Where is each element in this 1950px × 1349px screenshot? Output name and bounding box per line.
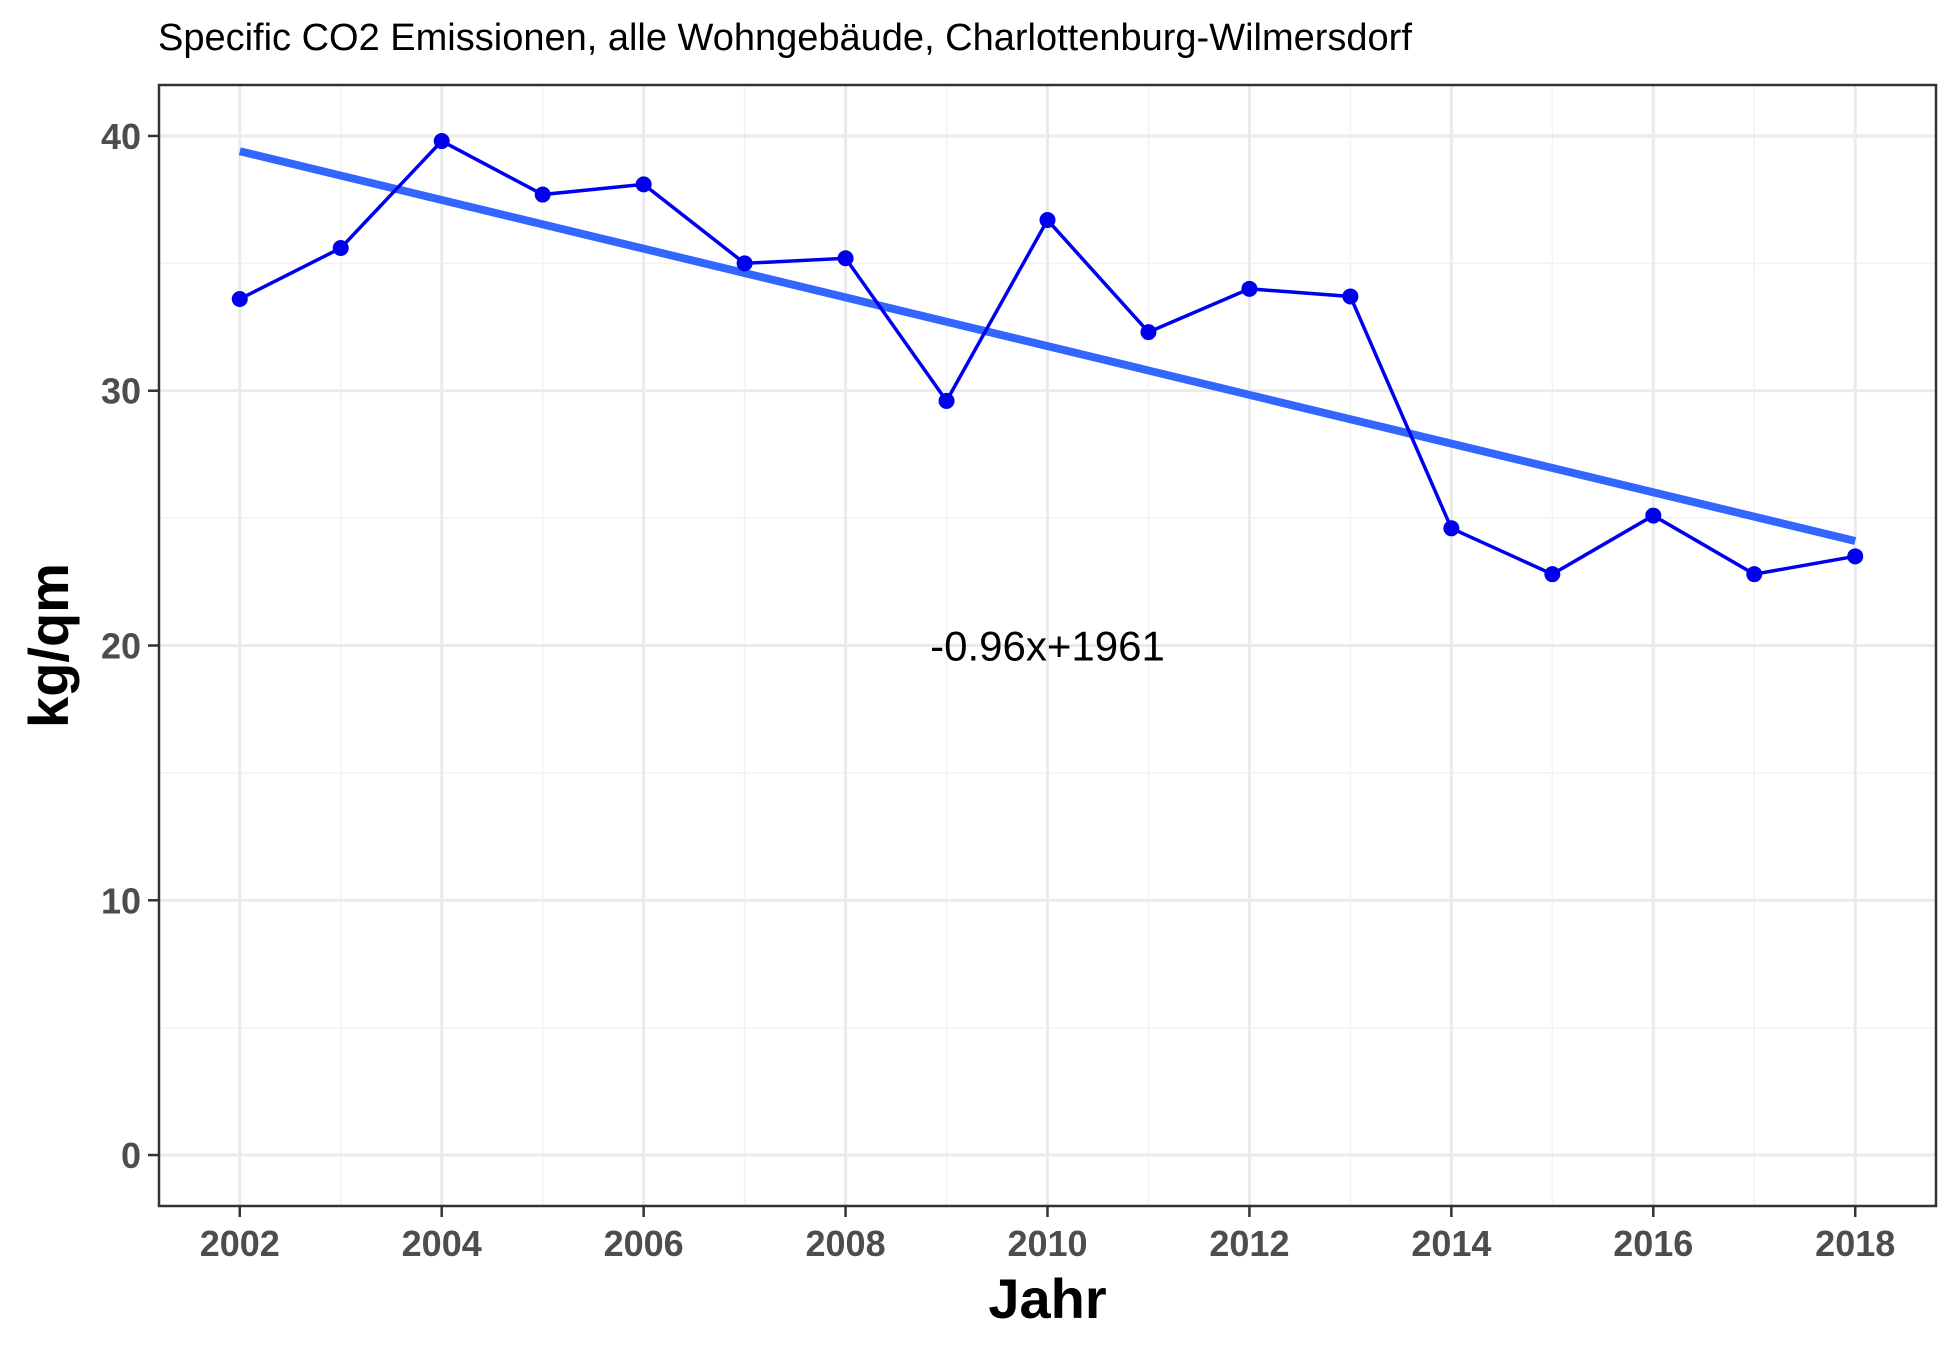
trend-line-layer xyxy=(238,147,1857,545)
data-point xyxy=(534,186,551,203)
x-tick-label: 2016 xyxy=(1613,1223,1693,1264)
x-tick-label: 2008 xyxy=(806,1223,886,1264)
y-tick-label: 10 xyxy=(101,880,141,921)
data-point xyxy=(837,250,854,267)
y-axis-title: kg/qm xyxy=(17,563,80,728)
data-point xyxy=(1039,212,1056,229)
data-point xyxy=(1746,566,1763,583)
y-tick-label: 40 xyxy=(101,116,141,157)
x-tick-label: 2010 xyxy=(1007,1223,1087,1264)
data-point xyxy=(433,133,450,150)
chart-title: Specific CO2 Emissionen, alle Wohngebäud… xyxy=(158,17,1412,59)
x-tick-label: 2006 xyxy=(604,1223,684,1264)
data-point xyxy=(1544,566,1561,583)
data-point xyxy=(1645,507,1662,524)
data-point xyxy=(1140,324,1157,341)
y-tick-label: 0 xyxy=(121,1135,141,1176)
data-point xyxy=(1241,280,1258,297)
data-point xyxy=(736,255,753,272)
x-tick-label: 2014 xyxy=(1411,1223,1491,1264)
data-point xyxy=(1443,520,1460,537)
y-tick-label: 30 xyxy=(101,371,141,412)
x-tick-label: 2004 xyxy=(402,1223,482,1264)
x-tick-label: 2018 xyxy=(1815,1223,1895,1264)
series-layer xyxy=(231,133,1864,583)
data-point xyxy=(332,240,349,257)
axis-ticks: 2002 2004 2006 2008 2010 2012 2014 2016 2018 0 10 2… xyxy=(101,116,1895,1264)
data-point xyxy=(938,392,955,409)
trend-equation-annotation: -0.96x+1961 xyxy=(930,623,1165,670)
data-point xyxy=(1847,548,1864,565)
y-tick-label: 20 xyxy=(101,626,141,667)
data-point xyxy=(1342,288,1359,305)
trend-line xyxy=(238,147,1857,545)
x-tick-label: 2012 xyxy=(1209,1223,1289,1264)
data-point xyxy=(635,176,652,193)
data-point xyxy=(231,291,248,308)
grid xyxy=(159,85,1936,1206)
x-tick-label: 2002 xyxy=(200,1223,280,1264)
x-axis-title: Jahr xyxy=(988,1267,1106,1330)
